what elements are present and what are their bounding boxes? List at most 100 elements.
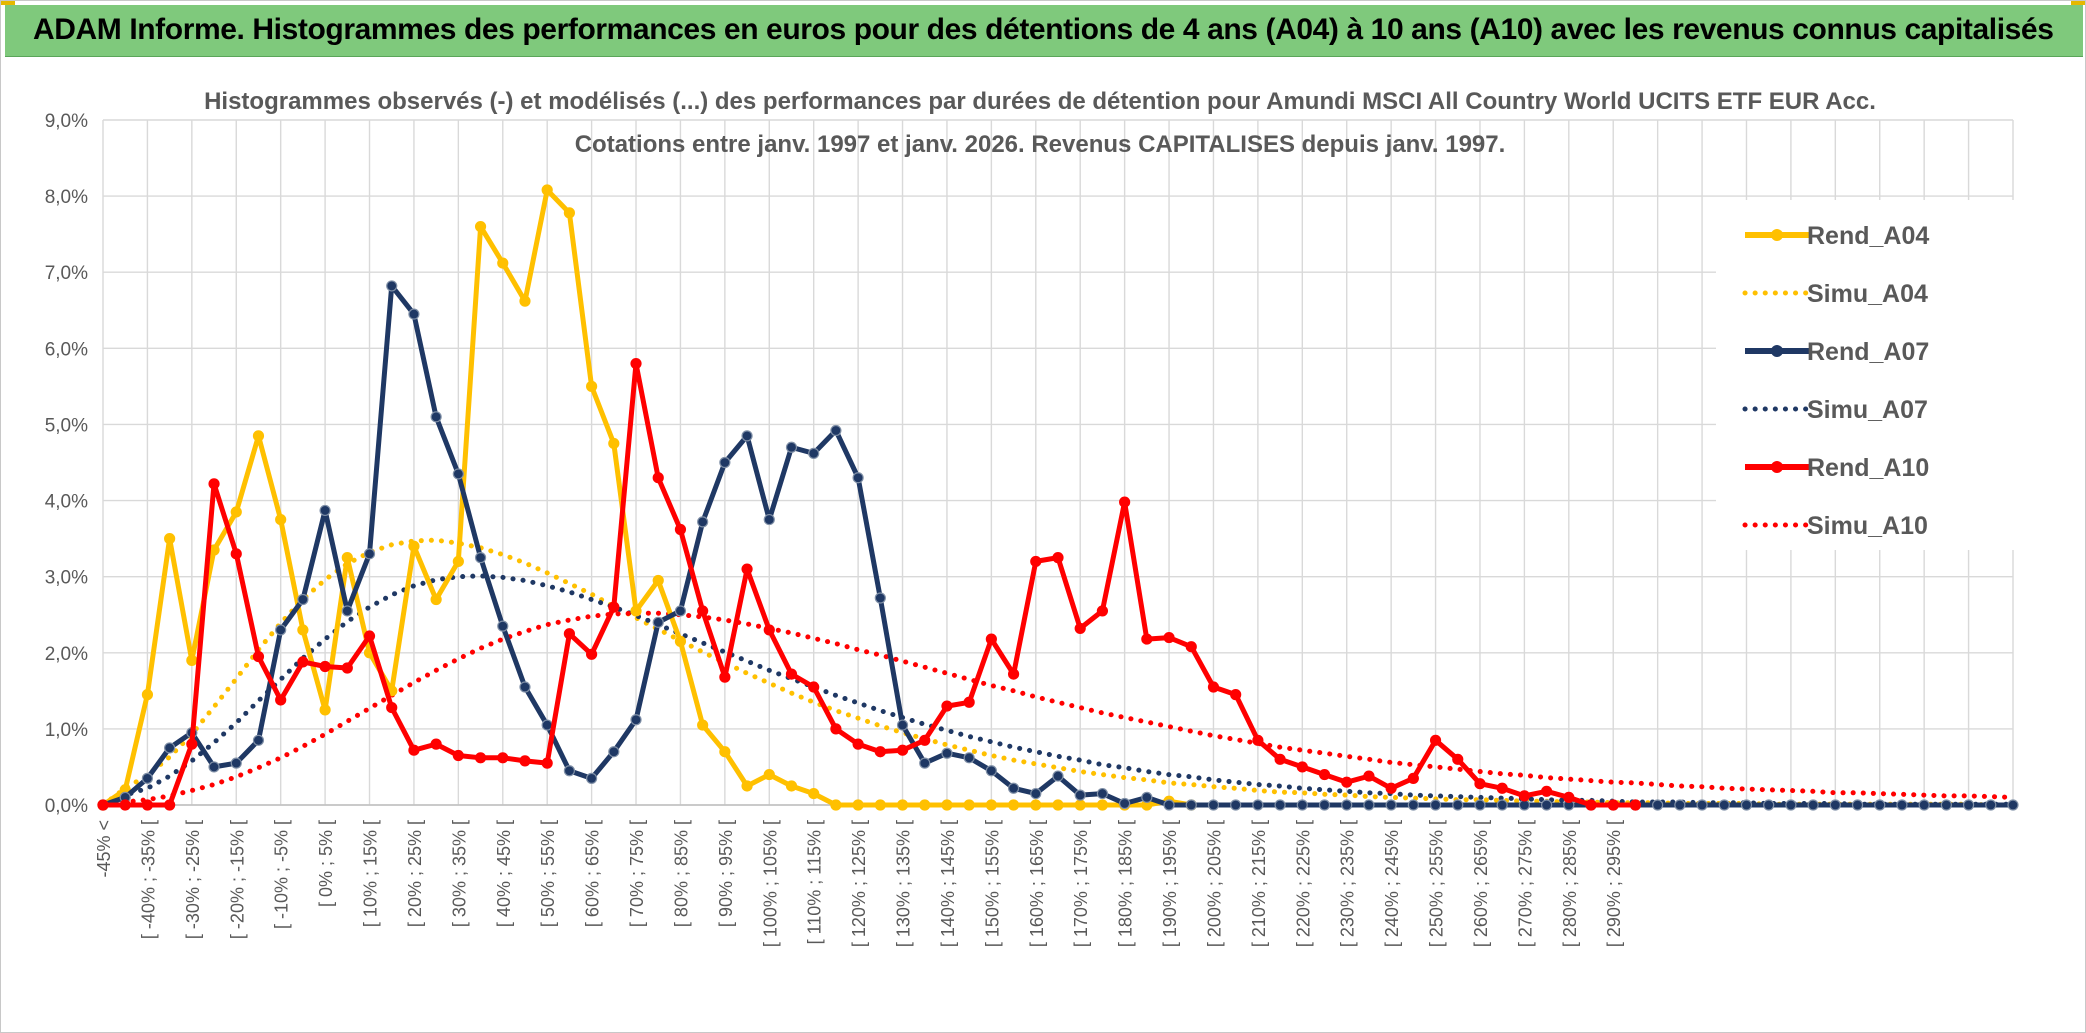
x-tick-label: [ 270% ; 275% [ bbox=[1515, 820, 1535, 947]
legend-item-rend-a10: Rend_A10 bbox=[1745, 454, 1929, 482]
legend-marker bbox=[1771, 345, 1783, 357]
data-point bbox=[630, 357, 642, 370]
data-point bbox=[719, 456, 731, 469]
legend-label: Rend_A10 bbox=[1807, 454, 1929, 482]
data-point bbox=[808, 447, 820, 459]
data-point bbox=[252, 650, 265, 663]
x-tick-label: [ -40% ; -35% [ bbox=[138, 820, 158, 939]
x-tick-label: [ 90% ; 95% [ bbox=[716, 820, 736, 927]
data-point bbox=[1985, 799, 1997, 811]
data-point bbox=[1030, 555, 1042, 568]
data-point bbox=[874, 799, 886, 811]
data-point bbox=[941, 700, 953, 712]
x-tick-label: [ 0% ; 5% [ bbox=[316, 820, 336, 907]
data-point bbox=[1052, 799, 1064, 811]
x-tick-label: [ 70% ; 75% [ bbox=[627, 820, 647, 927]
legend-item-simu-a04: Simu_A04 bbox=[1742, 280, 1928, 308]
data-point bbox=[1585, 799, 1597, 811]
data-point bbox=[1607, 799, 1619, 811]
x-tick-label: [ 50% ; 55% [ bbox=[538, 820, 558, 927]
data-point bbox=[719, 671, 731, 683]
data-point bbox=[1074, 799, 1086, 811]
data-point bbox=[874, 592, 886, 604]
x-tick-label: [ 130% ; 135% [ bbox=[894, 820, 914, 947]
data-point bbox=[1074, 789, 1086, 801]
data-point bbox=[1874, 799, 1886, 811]
x-tick-label: [ 210% ; 215% [ bbox=[1249, 820, 1269, 947]
data-point bbox=[1829, 799, 1841, 811]
x-tick-label: [ -20% ; -15% [ bbox=[227, 820, 247, 939]
data-point bbox=[852, 799, 864, 811]
legend-label: Simu_A07 bbox=[1807, 396, 1928, 424]
data-point bbox=[652, 616, 664, 628]
data-point bbox=[1318, 768, 1331, 781]
data-point bbox=[586, 772, 598, 784]
x-tick-label: [ 160% ; 165% [ bbox=[1027, 820, 1047, 947]
y-tick-label: 3,0% bbox=[45, 568, 88, 589]
data-point bbox=[1452, 753, 1464, 765]
data-point bbox=[230, 757, 242, 769]
series-rend-a10 bbox=[97, 357, 1642, 811]
data-point bbox=[164, 742, 176, 754]
data-point bbox=[208, 761, 220, 773]
series-simu-a07 bbox=[100, 573, 2016, 808]
x-tick-label: [ 190% ; 195% [ bbox=[1160, 820, 1180, 947]
data-point bbox=[608, 601, 620, 613]
data-point bbox=[785, 441, 798, 453]
data-point bbox=[1629, 799, 1642, 811]
data-point bbox=[1007, 668, 1020, 680]
legend-label: Simu_A10 bbox=[1807, 512, 1928, 540]
data-point bbox=[319, 660, 331, 673]
data-point bbox=[474, 220, 487, 233]
data-point bbox=[541, 184, 553, 196]
data-point bbox=[808, 681, 820, 693]
data-point bbox=[1163, 631, 1175, 644]
data-point bbox=[452, 468, 464, 480]
data-point bbox=[1119, 797, 1131, 810]
data-point bbox=[1007, 799, 1020, 811]
data-point bbox=[1940, 799, 1952, 811]
legend-item-simu-a07: Simu_A07 bbox=[1742, 396, 1928, 424]
data-point bbox=[1030, 787, 1042, 800]
data-point bbox=[1429, 799, 1442, 811]
data-point bbox=[719, 746, 731, 758]
data-point bbox=[541, 757, 553, 769]
data-point bbox=[164, 533, 176, 545]
data-point bbox=[97, 799, 109, 811]
data-point bbox=[1718, 799, 1730, 811]
data-point bbox=[741, 430, 753, 442]
data-point bbox=[1296, 761, 1308, 773]
y-tick-label: 8,0% bbox=[45, 187, 88, 208]
data-point bbox=[985, 633, 997, 645]
data-point bbox=[1341, 799, 1353, 811]
data-point bbox=[186, 654, 198, 666]
data-point bbox=[1185, 799, 1197, 811]
data-point bbox=[408, 308, 420, 320]
data-point bbox=[919, 734, 931, 746]
data-point bbox=[474, 752, 487, 764]
data-point bbox=[208, 478, 220, 490]
data-point bbox=[963, 799, 975, 811]
data-point bbox=[1452, 799, 1464, 811]
data-point bbox=[852, 738, 864, 750]
data-point bbox=[141, 799, 154, 811]
data-point bbox=[1896, 799, 1908, 811]
y-axis-ticks: 0,0% 1,0% 2,0% 3,0% 4,0% 5,0% 6,0% 7,0% 8,0% 9,0% bbox=[45, 111, 88, 817]
frame-corner-top-right bbox=[2071, 1, 2085, 5]
data-point bbox=[363, 548, 376, 560]
data-point bbox=[1740, 799, 1753, 811]
x-tick-label: [ 40% ; 45% [ bbox=[494, 820, 514, 927]
data-point bbox=[363, 630, 376, 642]
x-tick-label: [ 220% ; 225% [ bbox=[1293, 820, 1313, 947]
data-point bbox=[1207, 681, 1220, 693]
data-point bbox=[1141, 633, 1153, 645]
x-tick-label: [ 100% ; 105% [ bbox=[760, 820, 780, 947]
data-point bbox=[1274, 753, 1286, 765]
data-point bbox=[652, 472, 664, 484]
data-point bbox=[674, 635, 687, 647]
data-point bbox=[297, 624, 309, 636]
data-point bbox=[386, 280, 398, 292]
x-tick-label: [ 140% ; 145% [ bbox=[938, 820, 958, 947]
data-point bbox=[497, 257, 509, 269]
